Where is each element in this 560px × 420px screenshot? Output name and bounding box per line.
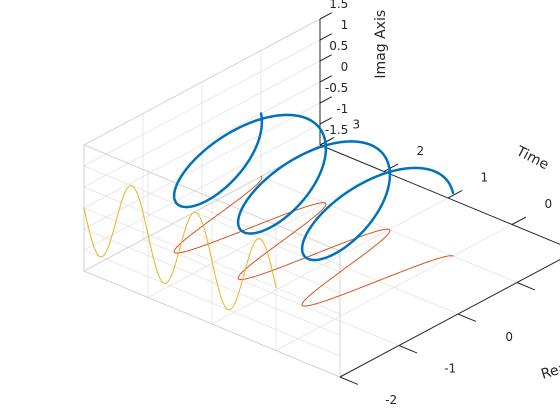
grid-line-y-floor <box>339 259 560 378</box>
x-tick-mark <box>516 282 536 291</box>
z-tick-mark <box>319 12 333 20</box>
z-tick-mark <box>319 75 333 83</box>
z-tick-mark <box>319 96 333 104</box>
z-tick-mark <box>319 33 333 41</box>
x-tick-label: -1 <box>444 362 456 376</box>
y-tick-label: 2 <box>416 144 424 158</box>
series-imag-vs-time <box>83 185 277 311</box>
series-helix <box>172 112 455 262</box>
z-tick-label: -1.5 <box>325 123 348 137</box>
grid-line-z-ywall <box>83 102 321 230</box>
series-real-vs-time <box>173 176 454 307</box>
x-axis-line <box>339 258 560 378</box>
grid-line-z-xwall <box>83 228 341 336</box>
grid-line-y-floor <box>211 197 449 325</box>
y-tick-label: 3 <box>352 118 360 132</box>
y-tick-mark <box>511 216 527 225</box>
series-layer <box>83 112 455 311</box>
x-tick-mark <box>339 376 359 385</box>
x-tick-label: 0 <box>505 330 513 344</box>
x-axis-label: Real Axis <box>539 349 560 383</box>
tick-labels: 210-1-2-10123-1.5-1-0.500.511.5 <box>325 0 552 407</box>
z-tick-mark <box>319 117 333 125</box>
y-tick-mark <box>383 163 399 172</box>
x-tick-mark <box>457 313 477 322</box>
y-tick-mark <box>447 189 463 199</box>
grid-line-z-ywall <box>83 123 321 251</box>
grid-line-y-floor <box>275 224 513 351</box>
grid-line-z-ywall <box>83 60 321 188</box>
z-tick-label: 1.5 <box>329 0 348 11</box>
grid-line-z-xwall <box>83 186 341 294</box>
grid-line-z-ywall <box>83 39 321 167</box>
axis-lines <box>83 12 560 385</box>
z-tick-label: -0.5 <box>325 81 348 95</box>
grid-line-z-xwall <box>83 249 341 357</box>
z-tick-label: -1 <box>336 102 348 116</box>
z-axis-label: Imag Axis <box>373 10 389 79</box>
box-edge <box>83 18 321 146</box>
z-tick-label: 1 <box>341 18 349 32</box>
box-edge <box>83 270 341 378</box>
z-tick-label: 0.5 <box>329 39 348 53</box>
y-tick-label: 1 <box>480 171 488 185</box>
y-axis-label: Time <box>513 143 552 173</box>
z-tick-mark <box>319 54 333 62</box>
z-tick-label: 0 <box>341 60 349 74</box>
x-tick-mark <box>398 345 418 354</box>
grid-line-z-ywall <box>83 81 321 209</box>
x-tick-label: -2 <box>385 393 397 407</box>
y-tick-label: 0 <box>544 197 552 211</box>
grid-lines <box>83 18 560 378</box>
